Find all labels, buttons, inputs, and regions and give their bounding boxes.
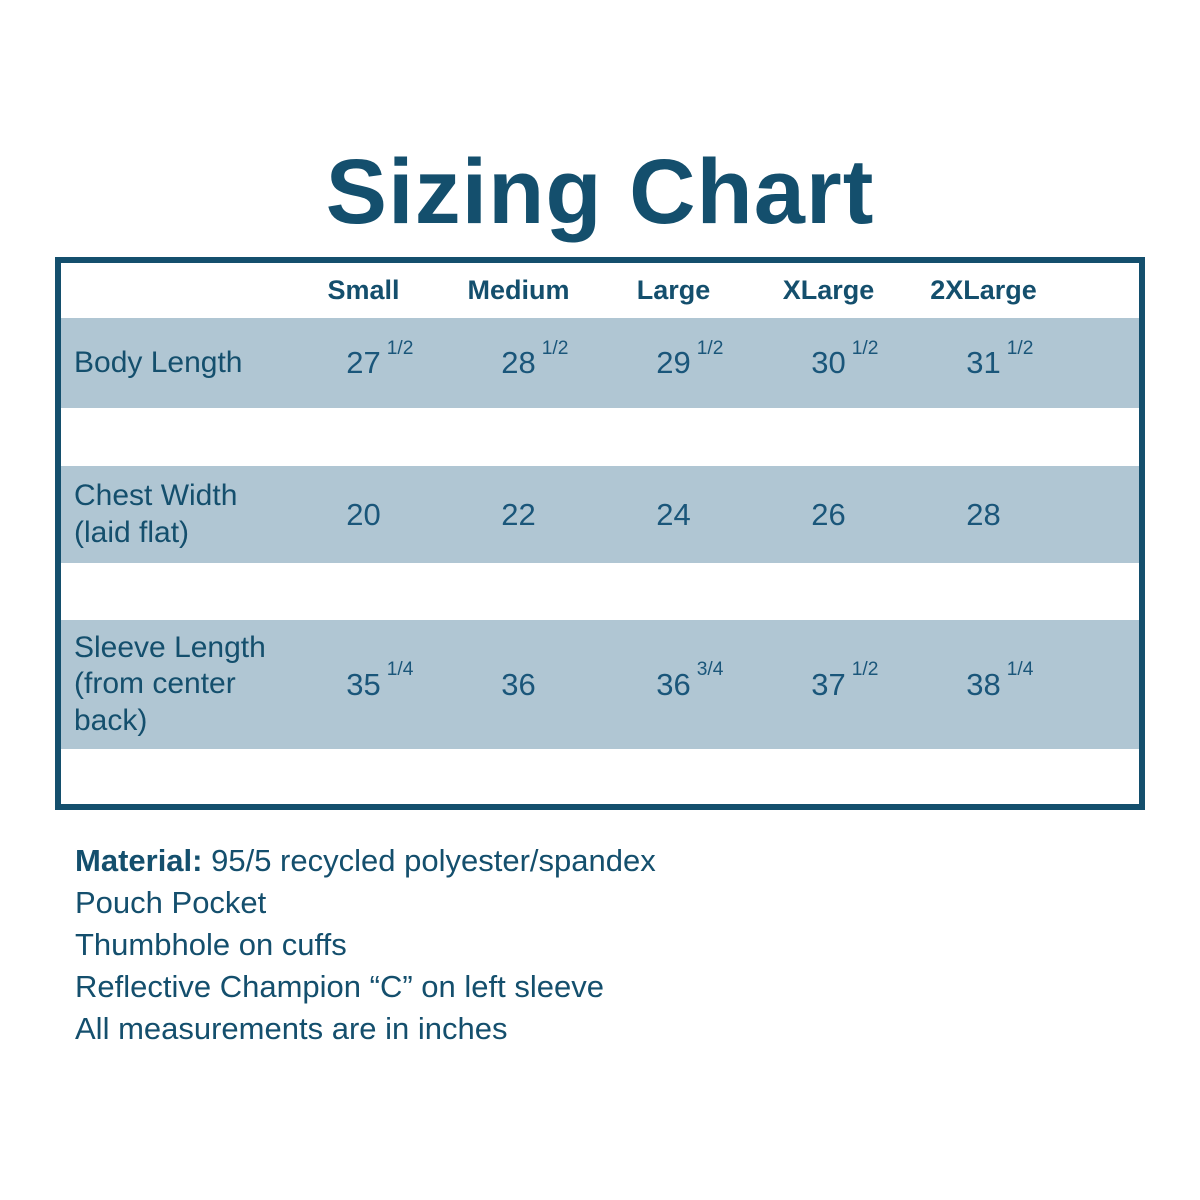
sizing-table: Small Medium Large XLarge 2XLarge Body L… <box>55 257 1145 810</box>
fraction: 1/2 <box>851 659 879 681</box>
note-material: Material: 95/5 recycled polyester/spande… <box>75 840 656 882</box>
size-header-2xlarge: 2XLarge <box>930 275 1037 305</box>
note-measurements-units: All measurements are in inches <box>75 1011 508 1046</box>
cell-chest-width-large: 24 <box>656 496 691 532</box>
fraction: 1/4 <box>386 659 414 681</box>
table-row-sleeve-length: Sleeve Length (from center back) 35 1/4 3… <box>61 620 1139 749</box>
table-bottom-spacer <box>61 749 1139 804</box>
cell-chest-width-medium: 22 <box>501 496 536 532</box>
note-thumbhole: Thumbhole on cuffs <box>75 927 347 962</box>
cell-sleeve-length-xlarge: 37 1/2 <box>811 659 879 702</box>
cell-sleeve-length-medium: 36 <box>501 666 536 702</box>
cell-body-length-large: 29 1/2 <box>656 337 724 380</box>
row-label: Chest Width (laid flat) <box>74 478 238 549</box>
row-gap <box>61 408 1139 466</box>
note-reflective-c: Reflective Champion “C” on left sleeve <box>75 969 604 1004</box>
fraction: 1/4 <box>1006 659 1034 681</box>
fraction: 1/2 <box>386 337 414 359</box>
cell-chest-width-2xlarge: 28 <box>966 496 1001 532</box>
size-header-large: Large <box>636 275 711 305</box>
cell-body-length-small: 27 1/2 <box>346 337 414 380</box>
material-value: 95/5 recycled polyester/spandex <box>211 843 656 878</box>
size-header-xlarge: XLarge <box>782 275 875 305</box>
cell-chest-width-xlarge: 26 <box>811 496 846 532</box>
size-header-small: Small <box>327 275 400 305</box>
table-row-chest-width: Chest Width (laid flat) 20 22 24 26 28 <box>61 466 1139 563</box>
cell-body-length-medium: 28 1/2 <box>501 337 569 380</box>
fraction: 1/2 <box>1006 337 1034 359</box>
row-label: Body Length <box>74 345 243 379</box>
cell-chest-width-small: 20 <box>346 496 381 532</box>
fraction: 1/2 <box>541 337 569 359</box>
cell-sleeve-length-2xlarge: 38 1/4 <box>966 659 1034 702</box>
fraction: 3/4 <box>696 659 724 681</box>
table-row-body-length: Body Length 27 1/2 28 1/2 29 1/2 30 1/2 31 1/… <box>61 318 1139 408</box>
fraction: 1/2 <box>851 337 879 359</box>
fraction: 1/2 <box>696 337 724 359</box>
material-label: Material: <box>75 843 203 878</box>
cell-body-length-xlarge: 30 1/2 <box>811 337 879 380</box>
cell-sleeve-length-large: 36 3/4 <box>656 659 724 702</box>
product-notes: Material: 95/5 recycled polyester/spande… <box>75 840 656 1050</box>
cell-sleeve-length-small: 35 1/4 <box>346 659 414 702</box>
size-header-row: Small Medium Large XLarge 2XLarge <box>61 263 1139 318</box>
size-header-medium: Medium <box>467 275 570 305</box>
page-title: Sizing Chart <box>325 141 875 243</box>
row-gap <box>61 563 1139 620</box>
row-label: Sleeve Length (from center back) <box>74 630 266 737</box>
cell-body-length-2xlarge: 31 1/2 <box>966 337 1034 380</box>
note-pouch-pocket: Pouch Pocket <box>75 885 267 920</box>
